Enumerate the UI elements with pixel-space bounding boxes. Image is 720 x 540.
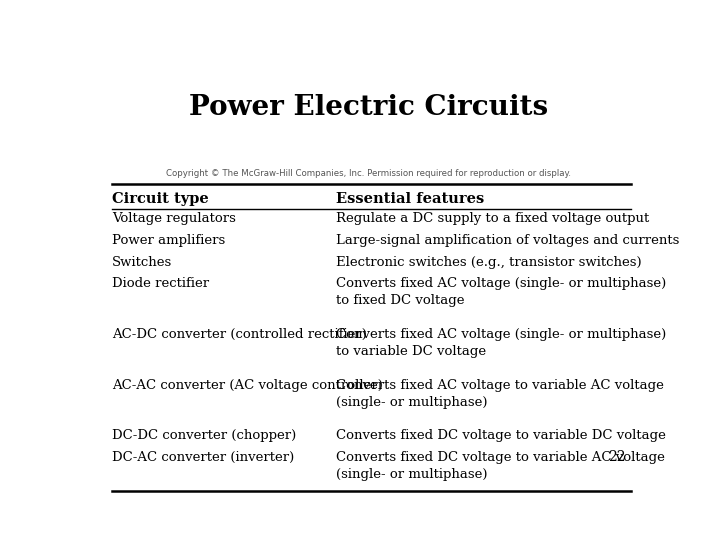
Text: Voltage regulators: Voltage regulators — [112, 212, 236, 225]
Text: Electronic switches (e.g., transistor switches): Electronic switches (e.g., transistor sw… — [336, 255, 641, 269]
Text: DC-DC converter (chopper): DC-DC converter (chopper) — [112, 429, 297, 442]
Text: DC-AC converter (inverter): DC-AC converter (inverter) — [112, 451, 294, 464]
Text: Diode rectifier: Diode rectifier — [112, 277, 210, 291]
Text: AC-AC converter (AC voltage controller): AC-AC converter (AC voltage controller) — [112, 379, 383, 392]
Text: Converts fixed AC voltage (single- or multiphase)
to variable DC voltage: Converts fixed AC voltage (single- or mu… — [336, 328, 666, 358]
Text: Converts fixed DC voltage to variable DC voltage: Converts fixed DC voltage to variable DC… — [336, 429, 665, 442]
Text: Regulate a DC supply to a fixed voltage output: Regulate a DC supply to a fixed voltage … — [336, 212, 649, 225]
Text: Power amplifiers: Power amplifiers — [112, 234, 225, 247]
Text: AC-DC converter (controlled rectifier): AC-DC converter (controlled rectifier) — [112, 328, 367, 341]
Text: Converts fixed AC voltage (single- or multiphase)
to fixed DC voltage: Converts fixed AC voltage (single- or mu… — [336, 277, 666, 307]
Text: Large-signal amplification of voltages and currents: Large-signal amplification of voltages a… — [336, 234, 679, 247]
Text: Power Electric Circuits: Power Electric Circuits — [189, 94, 549, 121]
Text: Circuit type: Circuit type — [112, 192, 209, 206]
Text: Copyright © The McGraw-Hill Companies, Inc. Permission required for reproduction: Copyright © The McGraw-Hill Companies, I… — [166, 169, 572, 178]
Text: Essential features: Essential features — [336, 192, 484, 206]
Text: 22: 22 — [608, 450, 626, 464]
Text: Switches: Switches — [112, 255, 173, 269]
Text: Converts fixed DC voltage to variable AC voltage
(single- or multiphase): Converts fixed DC voltage to variable AC… — [336, 451, 665, 481]
Text: Converts fixed AC voltage to variable AC voltage
(single- or multiphase): Converts fixed AC voltage to variable AC… — [336, 379, 663, 409]
